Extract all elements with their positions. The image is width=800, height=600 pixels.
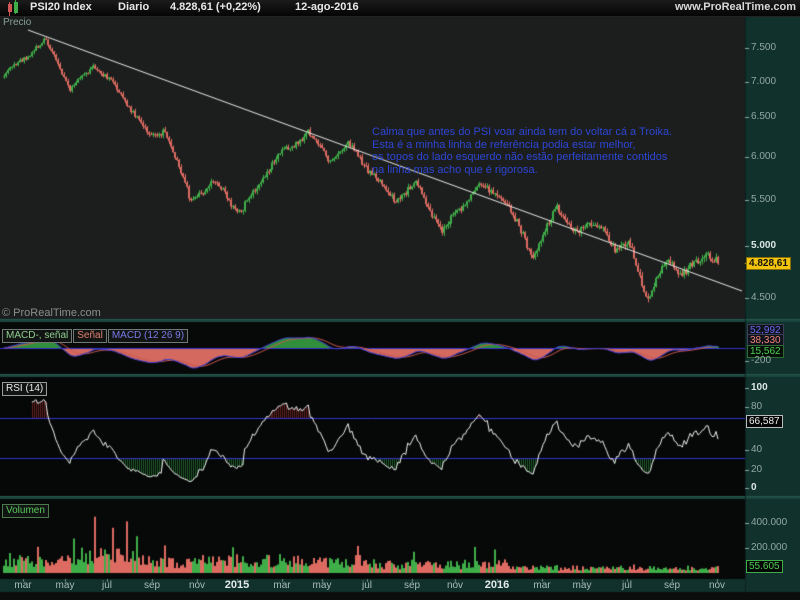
time-axis-month-label: jul (621, 580, 633, 591)
header-bar: PSI20 Index Diario 4.828,61 (+0,22%) 12-… (0, 0, 800, 17)
macd-hist-value-badge: 15,562 (747, 345, 784, 358)
rsi-value-badge: 66,587 (746, 415, 783, 428)
axis-tick-label: 7.500 (751, 42, 777, 53)
axis-tick-label: 400.000 (751, 517, 788, 528)
timeframe-label[interactable]: Diario (118, 1, 150, 13)
time-axis-year-label: 2016 (484, 579, 510, 591)
macd-signal-value-badge: 38,330 (747, 334, 784, 347)
time-axis-month-label: mar (14, 580, 32, 591)
axis-tick-label: 6.000 (751, 151, 777, 162)
volume-value-badge: 55.605 (746, 560, 783, 573)
candlestick-icon (8, 2, 12, 16)
session-date: 12-ago-2016 (295, 1, 359, 13)
last-price-badge: 4.828,61 (746, 257, 791, 270)
axis-tick-label: 5.000 (751, 240, 777, 251)
candlestick-icon (14, 0, 18, 14)
time-axis-month-label: may (572, 580, 592, 591)
time-axis-month-label: mar (533, 580, 551, 591)
axis-tick-label: 100 (751, 382, 768, 393)
axis-tick-label: 6.500 (751, 111, 777, 122)
macd-legend-item[interactable]: Señal (73, 329, 107, 343)
axis-tick-label: 4.500 (751, 292, 777, 303)
annotation-line: Esta é a minha linha de referência podia… (372, 138, 636, 151)
time-axis-month-label: nov (446, 580, 464, 591)
axis-tick-label: 0 (751, 482, 757, 493)
annotation-line: Calma que antes do PSI voar ainda tem do… (372, 126, 673, 138)
macd-axis-tick: -200 (751, 355, 772, 366)
axis-tick-label: 5.500 (751, 194, 777, 205)
symbol-name[interactable]: PSI20 Index (30, 1, 92, 13)
price-panel-label[interactable]: Precio (3, 17, 32, 28)
time-axis-month-label: mar (273, 580, 291, 591)
website-link[interactable]: www.ProRealTime.com (674, 1, 796, 13)
time-axis-month-label: sep (143, 580, 161, 591)
axis-tick-label: 20 (751, 464, 763, 475)
rsi-legend-item[interactable]: RSI (14) (2, 382, 48, 396)
macd-legend-item[interactable]: MACD (12 26 9) (107, 329, 189, 343)
volume-legend: Volumen (2, 500, 50, 518)
macd-legend: MACD-, señal Señal MACD (12 26 9) (2, 325, 189, 343)
annotation-line: na linha mas acho que é rigorosa. (372, 163, 538, 176)
time-axis-month-label: jul (101, 580, 113, 591)
watermark: © ProRealTime.com (2, 307, 101, 319)
chart-annotation-text[interactable]: Calma que antes do PSI voar ainda tem do… (372, 126, 672, 176)
time-axis-month-label: may (312, 580, 332, 591)
time-axis-month-label: sep (403, 580, 421, 591)
axis-tick-label: 200.000 (751, 542, 788, 553)
axis-tick-label: 80 (751, 401, 763, 412)
axis-tick-label: 40 (751, 444, 763, 455)
annotation-line: os topos do lado esquerdo não estão perf… (372, 151, 668, 163)
rsi-legend: RSI (14) (2, 378, 48, 396)
axis-tick-label: 7.000 (751, 76, 777, 87)
time-axis-month-label: nov (708, 580, 726, 591)
macd-legend-item[interactable]: MACD-, señal (2, 329, 73, 343)
time-axis-year-label: 2015 (224, 579, 250, 591)
time-axis-month-label: jul (361, 580, 373, 591)
time-axis-month-label: may (55, 580, 75, 591)
volume-legend-item[interactable]: Volumen (2, 504, 49, 518)
time-axis-month-label: nov (188, 580, 206, 591)
time-axis-month-label: sep (663, 580, 681, 591)
last-price-change: 4.828,61 (+0,22%) (170, 1, 261, 13)
